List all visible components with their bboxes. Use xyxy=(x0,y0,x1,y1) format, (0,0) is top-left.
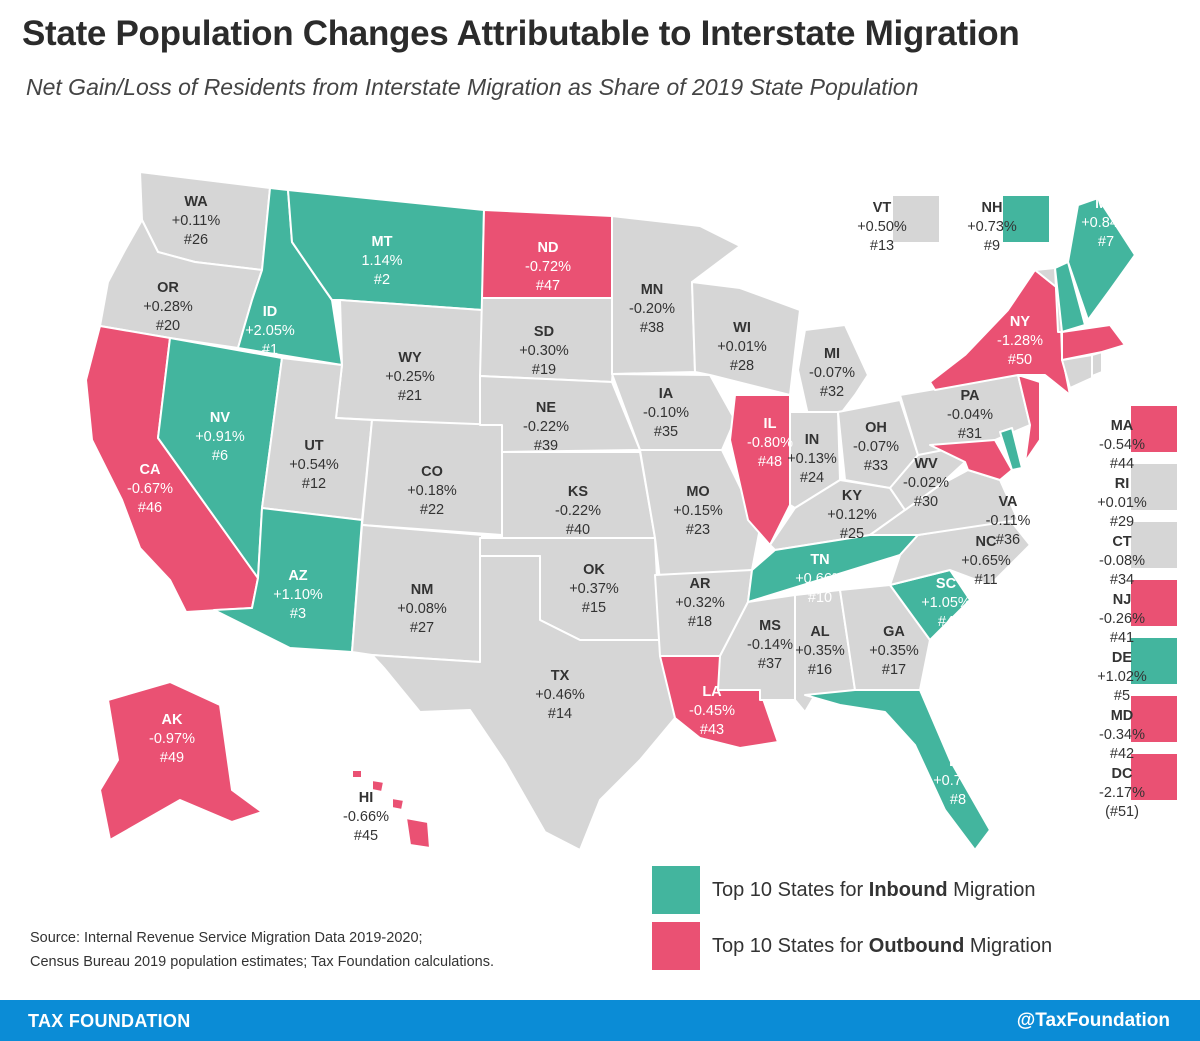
state-HI xyxy=(351,769,431,849)
label-MT: MT 1.14% #2 xyxy=(361,234,402,288)
box-DE xyxy=(1129,636,1179,686)
label-NC: NC +0.65% #11 xyxy=(961,534,1011,588)
label-MO: MO +0.15% #23 xyxy=(673,484,723,538)
state-VT xyxy=(1034,267,1063,333)
box-CT xyxy=(1129,520,1179,570)
footer-handle[interactable]: @TaxFoundation xyxy=(1016,1010,1170,1031)
state-FL xyxy=(804,689,991,851)
label-HI: HI -0.66% #45 xyxy=(343,790,389,844)
label-MD: MD -0.34% #42 xyxy=(1099,708,1145,762)
state-TX xyxy=(371,555,676,851)
footer-bar: TAX FOUNDATION @TaxFoundation xyxy=(0,1000,1200,1041)
state-MD xyxy=(929,439,1013,481)
state-MI xyxy=(797,324,869,416)
label-CO: CO +0.18% #22 xyxy=(407,464,457,518)
box-RI xyxy=(1129,462,1179,512)
label-SD: SD +0.30% #19 xyxy=(519,324,569,378)
label-CA: CA -0.67% #46 xyxy=(127,462,173,516)
state-ME xyxy=(1067,197,1136,321)
label-DC: DC -2.17% (#51) xyxy=(1099,766,1145,820)
label-MI: MI -0.07% #32 xyxy=(809,346,855,400)
label-OR: OR +0.28% #20 xyxy=(143,280,193,334)
label-PA: PA -0.04% #31 xyxy=(947,388,993,442)
source-note: Source: Internal Revenue Service Migrati… xyxy=(30,926,494,974)
label-CT: CT -0.08% #34 xyxy=(1099,534,1145,588)
label-AZ: AZ +1.10% #3 xyxy=(273,568,323,622)
label-KS: KS -0.22% #40 xyxy=(555,484,601,538)
legend-outbound-swatch xyxy=(652,922,700,970)
label-OH: OH -0.07% #33 xyxy=(853,420,899,474)
label-ME: ME +0.84% #7 xyxy=(1081,196,1131,250)
label-NJ: NJ -0.26% #41 xyxy=(1099,592,1145,646)
label-WV: WV -0.02% #30 xyxy=(903,456,949,510)
label-VA: VA -0.11% #36 xyxy=(986,494,1031,548)
label-ND: ND -0.72% #47 xyxy=(525,240,571,294)
label-MS: MS -0.14% #37 xyxy=(747,618,793,672)
label-NY: NY -1.28% #50 xyxy=(997,314,1043,368)
legend-inbound-text: Top 10 States for Inbound Migration xyxy=(712,878,1036,901)
box-VT xyxy=(891,194,941,244)
state-NH xyxy=(1054,261,1086,333)
label-KY: KY +0.12% #25 xyxy=(827,488,877,542)
label-AL: AL +0.35% #16 xyxy=(795,624,845,678)
label-ID: ID +2.05% #1 xyxy=(245,304,295,358)
state-AK xyxy=(99,681,263,841)
legend-inbound: Top 10 States for Inbound Migration xyxy=(652,866,1035,914)
legend-inbound-swatch xyxy=(652,866,700,914)
label-NM: NM +0.08% #27 xyxy=(397,582,447,636)
label-TN: TN +0.66% #10 xyxy=(795,552,845,606)
page-subtitle: Net Gain/Loss of Residents from Intersta… xyxy=(26,74,919,100)
state-IA xyxy=(611,373,736,451)
box-DC xyxy=(1129,752,1179,802)
label-MA: MA -0.54% #44 xyxy=(1099,418,1145,472)
footer-brand: TAX FOUNDATION xyxy=(28,1011,191,1031)
label-SC: SC +1.05% #4 xyxy=(921,576,971,630)
label-IA: IA -0.10% #35 xyxy=(643,386,689,440)
label-FL: FL +0.78% #8 xyxy=(933,754,983,808)
label-NV: NV +0.91% #6 xyxy=(195,410,245,464)
label-GA: GA +0.35% #17 xyxy=(869,624,919,678)
source-line-2: Census Bureau 2019 population estimates;… xyxy=(30,954,495,970)
label-NH: NH +0.73% #9 xyxy=(967,200,1017,254)
state-NJ xyxy=(1017,374,1041,463)
label-AR: AR +0.32% #18 xyxy=(675,576,725,630)
label-IL: IL -0.80% #48 xyxy=(747,416,793,470)
label-WY: WY +0.25% #21 xyxy=(385,350,435,404)
label-OK: OK +0.37% #15 xyxy=(569,562,619,616)
label-UT: UT +0.54% #12 xyxy=(289,438,339,492)
label-TX: TX +0.46% #14 xyxy=(535,668,585,722)
label-DE: DE +1.02% #5 xyxy=(1097,650,1147,704)
label-VT: VT +0.50% #13 xyxy=(857,200,907,254)
label-MN: MN -0.20% #38 xyxy=(629,282,675,336)
page-title: State Population Changes Attributable to… xyxy=(22,14,1020,53)
legend-outbound-text: Top 10 States for Outbound Migration xyxy=(712,934,1053,957)
box-MD xyxy=(1129,694,1179,744)
label-LA: LA -0.45% #43 xyxy=(689,684,735,738)
box-NJ xyxy=(1129,578,1179,628)
state-GA xyxy=(839,584,931,691)
label-RI: RI +0.01% #29 xyxy=(1097,476,1147,530)
state-MA xyxy=(1061,324,1126,361)
box-MA xyxy=(1129,404,1179,454)
state-DE xyxy=(999,427,1023,471)
source-line-1: Source: Internal Revenue Service Migrati… xyxy=(30,930,423,946)
state-RI xyxy=(1091,351,1103,377)
label-WI: WI +0.01% #28 xyxy=(717,320,767,374)
legend-outbound: Top 10 States for Outbound Migration xyxy=(652,922,1052,970)
label-IN: IN +0.13% #24 xyxy=(787,432,837,486)
box-NH xyxy=(1001,194,1051,244)
label-WA: WA +0.11% #26 xyxy=(172,194,221,248)
label-NE: NE -0.22% #39 xyxy=(523,400,569,454)
label-AK: AK -0.97% #49 xyxy=(149,712,195,766)
